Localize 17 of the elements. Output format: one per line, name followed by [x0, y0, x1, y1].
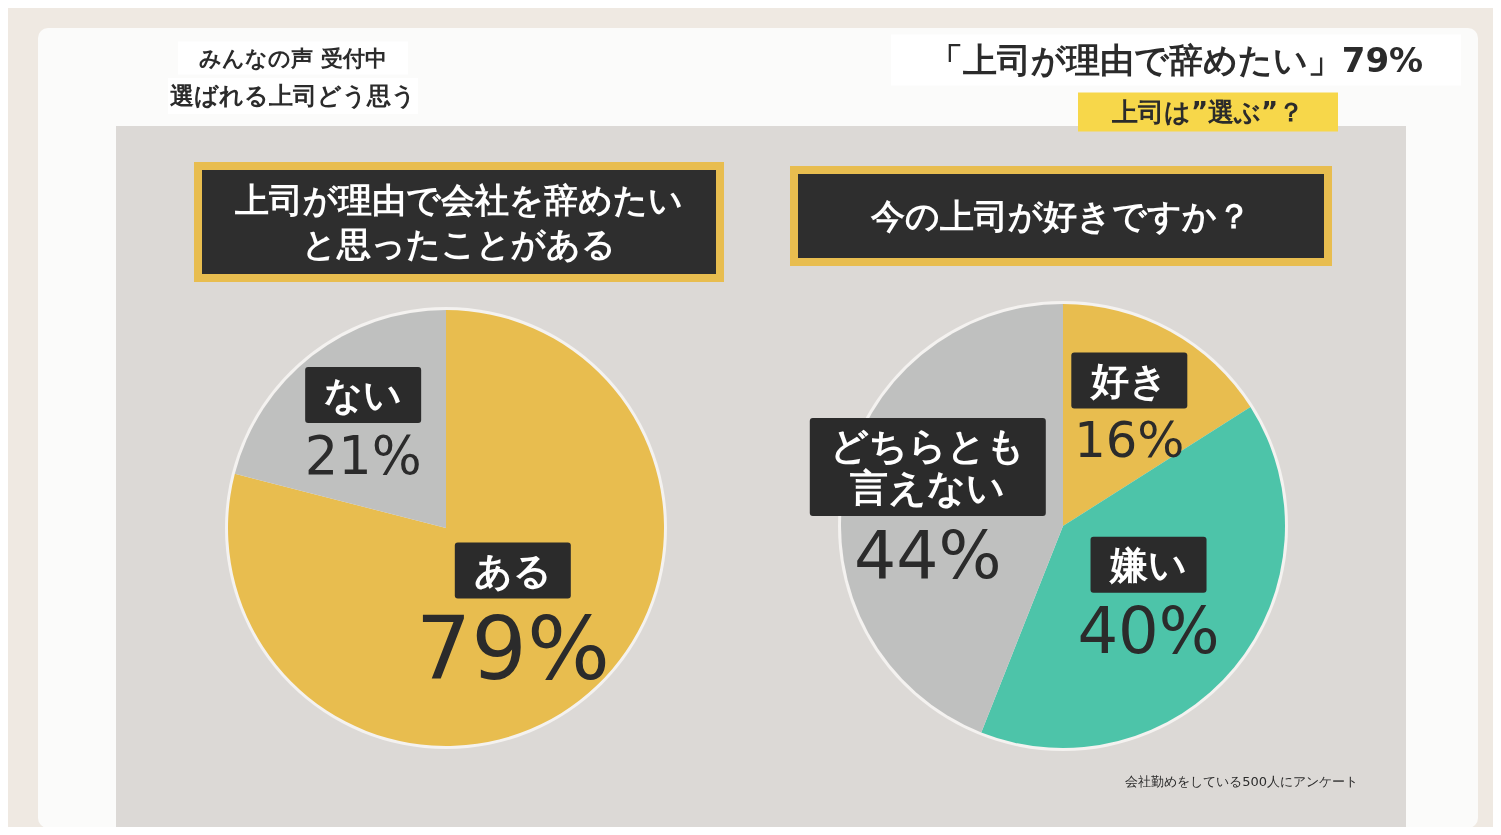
- slice-label: ある: [473, 548, 552, 593]
- slice-label: どちらとも言えない: [830, 424, 1026, 511]
- text: みんなの声 受付中: [199, 45, 387, 71]
- chart-title: 上司が理由で会社を辞めたいと思ったことがある: [234, 179, 683, 264]
- slice-label: ない: [324, 373, 403, 418]
- text: 会社勤めをしている500人にアンケート: [1125, 773, 1358, 789]
- text: 上司は”選ぶ”？: [1110, 97, 1305, 128]
- slice-label: 嫌い: [1109, 543, 1188, 588]
- text: 選ばれる上司どう思う: [170, 82, 416, 111]
- data-label: 21%: [304, 424, 422, 486]
- slice-label: 好き: [1088, 358, 1168, 403]
- data-label: 79%: [415, 597, 610, 700]
- data-label: 44%: [854, 516, 1002, 595]
- text: 「上司が理由で辞めたい」79%: [928, 39, 1424, 80]
- data-label: 16%: [1074, 410, 1185, 469]
- chart-title: 今の上司が好きですか？: [870, 195, 1251, 236]
- data-label: 40%: [1077, 594, 1220, 669]
